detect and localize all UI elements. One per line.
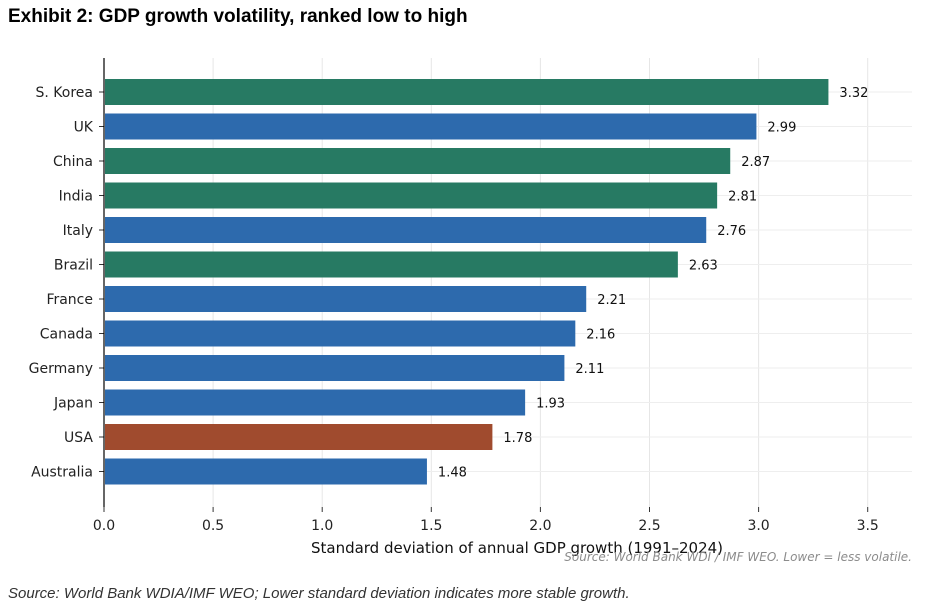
- category-label: UK: [74, 120, 94, 136]
- category-label: France: [46, 292, 93, 308]
- value-label: 2.63: [689, 259, 718, 274]
- category-label: Italy: [63, 223, 93, 239]
- bar-india: [105, 182, 718, 209]
- bar-italy: [105, 217, 707, 243]
- value-labels: 3.32 2.99 2.87 2.81 2.76 2.63 2.21 2.16 2.11 1.93…: [438, 86, 868, 481]
- source-note: Source: World Bank WDI / IMF WEO. Lower …: [564, 550, 912, 564]
- value-label: 2.11: [575, 362, 604, 377]
- bar-germany: [105, 355, 565, 381]
- category-label: Japan: [53, 396, 93, 412]
- bar-s-korea: [105, 79, 829, 105]
- value-label: 1.48: [438, 466, 467, 481]
- x-tick-label: 2.5: [638, 518, 660, 534]
- x-tick-label: 2.0: [529, 518, 551, 534]
- bars: [105, 79, 829, 485]
- x-tick-label: 0.0: [93, 518, 115, 534]
- x-tick-labels: 0.0 0.5 1.0 1.5 2.0 2.5 3.0 3.5: [93, 507, 879, 534]
- x-axis-label: Standard deviation of annual GDP growth …: [311, 539, 723, 557]
- value-label: 2.81: [728, 190, 757, 205]
- category-label: Germany: [29, 361, 93, 377]
- category-label: Australia: [31, 465, 93, 481]
- value-label: 2.99: [767, 121, 796, 136]
- bar-brazil: [105, 251, 678, 278]
- category-label: China: [53, 154, 93, 170]
- category-label: S. Korea: [36, 85, 93, 101]
- x-tick-label: 3.5: [857, 518, 879, 534]
- x-tick-label: 3.0: [747, 518, 769, 534]
- x-tick-label: 1.0: [311, 518, 333, 534]
- category-labels: S. Korea UK China India Italy Brazil France Can…: [29, 85, 104, 481]
- value-label: 2.76: [717, 224, 746, 239]
- bar-canada: [105, 320, 576, 347]
- value-label: 2.16: [586, 328, 615, 343]
- x-tick-label: 1.5: [420, 518, 442, 534]
- value-label: 2.87: [741, 155, 770, 170]
- category-label: India: [59, 189, 93, 205]
- value-label: 3.32: [839, 86, 868, 101]
- bar-australia: [105, 458, 427, 485]
- category-label: Brazil: [54, 258, 93, 274]
- chart-title: Exhibit 2: GDP growth volatility, ranked…: [8, 6, 468, 27]
- bar-uk: [105, 113, 757, 140]
- value-label: 2.21: [597, 293, 626, 308]
- footer-source: Source: World Bank WDIA/IMF WEO; Lower s…: [8, 585, 630, 602]
- category-label: Canada: [40, 327, 93, 343]
- bar-japan: [105, 389, 526, 416]
- bar-france: [105, 286, 587, 312]
- bar-usa: [105, 424, 493, 450]
- value-label: 1.78: [503, 431, 532, 446]
- x-tick-label: 0.5: [202, 518, 224, 534]
- category-label: USA: [64, 430, 93, 446]
- value-label: 1.93: [536, 397, 565, 412]
- bar-china: [105, 148, 731, 174]
